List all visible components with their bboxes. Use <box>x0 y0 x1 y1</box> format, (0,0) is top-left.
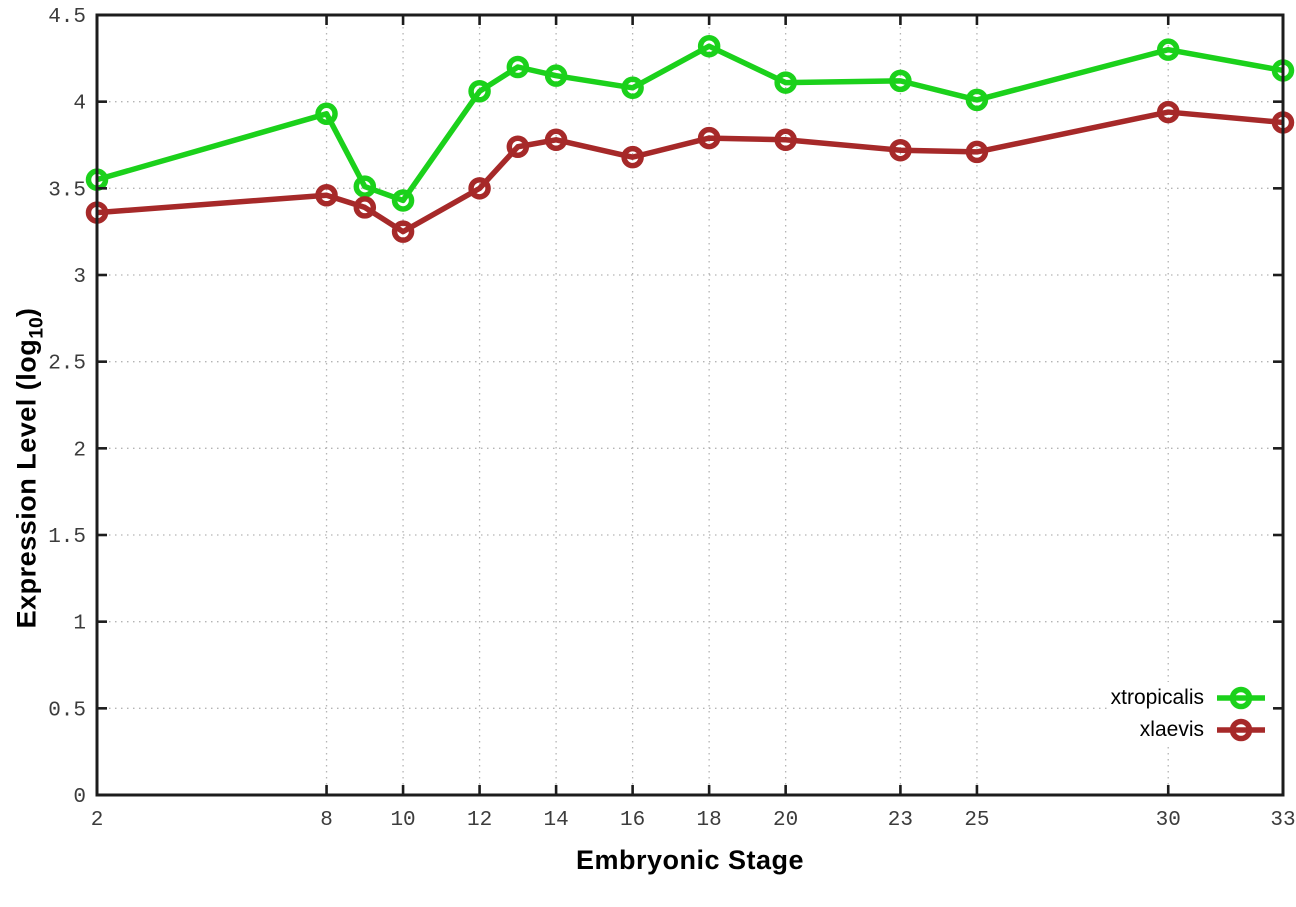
legend-item-xtropicalis: xtropicalis <box>1111 684 1266 712</box>
y-axis-title-close: ) <box>11 307 42 318</box>
svg-text:3: 3 <box>73 266 86 289</box>
svg-text:12: 12 <box>467 809 492 832</box>
svg-text:2.5: 2.5 <box>48 353 86 376</box>
svg-text:23: 23 <box>888 809 913 832</box>
svg-text:1.5: 1.5 <box>48 526 86 549</box>
svg-text:18: 18 <box>697 809 722 832</box>
svg-text:16: 16 <box>620 809 645 832</box>
svg-text:2: 2 <box>73 439 86 462</box>
legend-label: xlaevis <box>1139 718 1204 741</box>
svg-text:30: 30 <box>1156 809 1181 832</box>
legend-item-xlaevis: xlaevis <box>1140 716 1266 744</box>
legend-label: xtropicalis <box>1110 686 1204 709</box>
legend: xtropicalis xlaevis <box>1106 682 1270 746</box>
x-tick-labels: 2 8 10 12 14 16 18 20 23 25 30 33 <box>91 809 1296 832</box>
tick-marks <box>95 13 1285 797</box>
y-tick-labels: 0 0.5 1 1.5 2 2.5 3 3.5 4 4.5 <box>48 6 86 809</box>
svg-text:33: 33 <box>1270 809 1295 832</box>
svg-text:14: 14 <box>543 809 568 832</box>
svg-text:0: 0 <box>73 786 86 809</box>
series-xtropicalis <box>85 34 1295 212</box>
y-axis-title-text: Expression Level (log <box>11 338 42 629</box>
legend-marker-icon <box>1217 718 1265 742</box>
gridlines <box>96 14 1284 796</box>
legend-marker-icon <box>1217 686 1265 710</box>
svg-text:0.5: 0.5 <box>48 699 86 722</box>
svg-text:25: 25 <box>964 809 989 832</box>
svg-text:20: 20 <box>773 809 798 832</box>
svg-text:3.5: 3.5 <box>48 179 86 202</box>
svg-text:8: 8 <box>320 809 333 832</box>
x-axis-title: Embryonic Stage <box>575 845 805 875</box>
svg-text:4: 4 <box>73 93 86 116</box>
svg-text:1: 1 <box>73 613 86 636</box>
svg-text:10: 10 <box>390 809 415 832</box>
y-axis-title: Expression Level (log10) <box>12 308 49 629</box>
plot-border <box>95 13 1285 797</box>
svg-text:4.5: 4.5 <box>48 6 86 29</box>
y-axis-title-subscript: 10 <box>25 317 48 339</box>
svg-text:2: 2 <box>91 809 104 832</box>
series-xlaevis <box>85 100 1295 243</box>
